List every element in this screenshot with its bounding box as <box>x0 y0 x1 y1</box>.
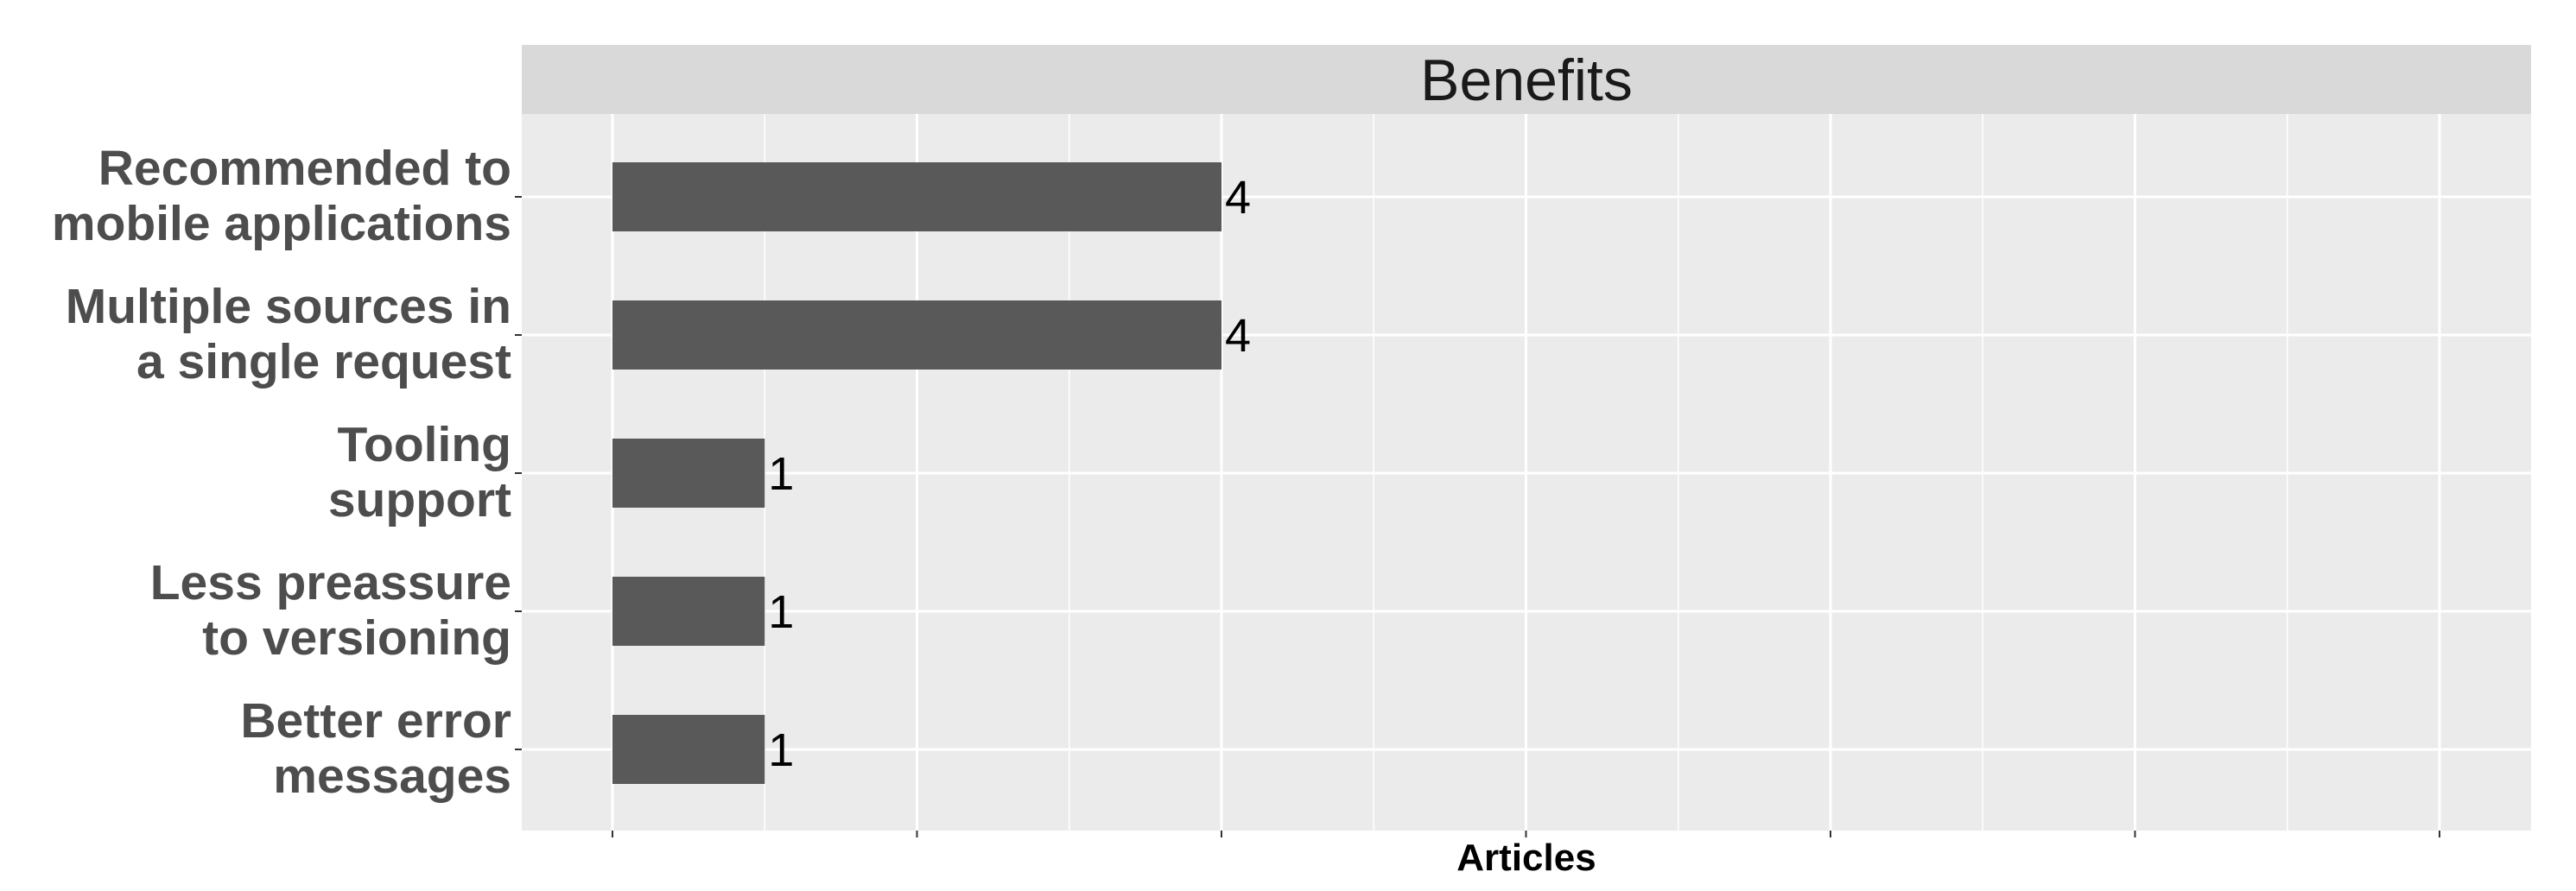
bar-value-label: 4 <box>1225 172 1251 224</box>
category-label-line: a single request <box>136 334 511 389</box>
category-label: Less preassure to versioning <box>150 555 511 666</box>
axis-ticks <box>515 196 2440 837</box>
bar <box>612 162 1221 231</box>
bar <box>612 439 765 508</box>
category-label-line: to versioning <box>202 610 511 666</box>
bar-value-label: 1 <box>768 586 794 638</box>
category-label-line: Better error <box>240 693 511 749</box>
category-label-line: support <box>328 472 511 528</box>
bar <box>612 300 1221 370</box>
category-label-line: mobile applications <box>52 196 511 251</box>
category-label: Multiple sources in a single request <box>66 279 511 389</box>
category-label-line: Less preassure <box>150 555 511 610</box>
category-label-line: Multiple sources in <box>66 279 511 334</box>
category-label: Better error messages <box>240 693 511 804</box>
x-axis-title: Articles <box>1456 837 1596 879</box>
bar-value-label: 1 <box>768 448 794 500</box>
category-label: Recommended to mobile applications <box>52 141 511 251</box>
category-labels: Recommended to mobile applications Multipl… <box>52 141 511 804</box>
bar-value-label: 4 <box>1225 310 1251 362</box>
title-strip <box>522 45 2531 114</box>
bar <box>612 577 765 646</box>
bar <box>612 715 765 784</box>
category-label: Tooling support <box>328 417 511 528</box>
category-label-line: messages <box>273 749 511 804</box>
bar-value-label: 1 <box>768 724 794 776</box>
chart-title: Benefits <box>1420 47 1633 113</box>
category-label-line: Tooling <box>337 417 511 472</box>
category-label-line: Recommended to <box>98 141 511 196</box>
bars: 4 4 1 1 1 <box>612 162 1251 784</box>
